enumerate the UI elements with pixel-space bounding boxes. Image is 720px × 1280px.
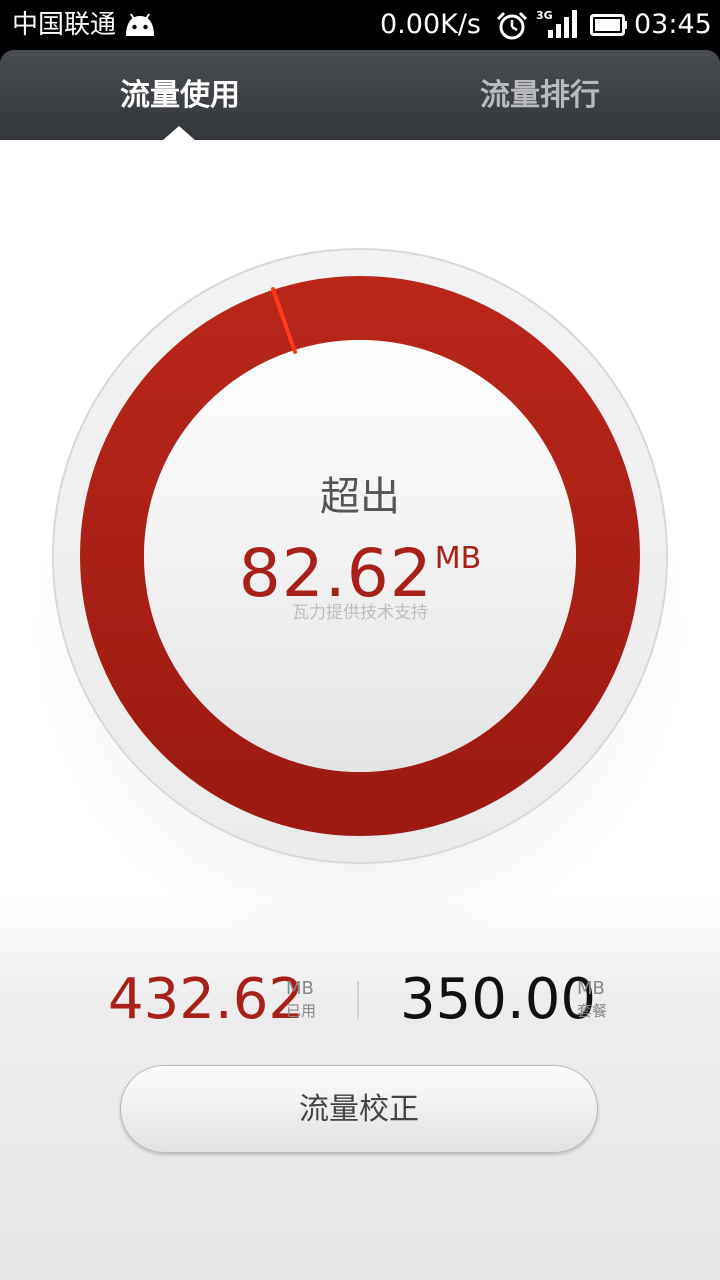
- gauge-readout: 超出 82.62MB 瓦力提供技术支持: [160, 470, 560, 623]
- overage-label: 超出: [320, 474, 400, 520]
- status-bar: 中国联通 0.00K/s 3G 03:45: [0, 0, 720, 50]
- gauge-ring: [80, 276, 640, 836]
- clock: 03:45: [634, 9, 712, 40]
- plan-unit: MB: [577, 978, 605, 999]
- plan-value: 350.00: [400, 967, 596, 1032]
- summary-divider: [357, 981, 359, 1019]
- plan-caption: 套餐: [577, 1002, 608, 1020]
- android-icon: [126, 13, 154, 36]
- tab-bar-background: [0, 50, 720, 140]
- tab-data-usage[interactable]: 流量使用: [120, 78, 240, 113]
- active-tab-indicator: [163, 126, 195, 140]
- used-value: 432.62: [108, 967, 304, 1032]
- calibrate-data-button[interactable]: 流量校正: [120, 1065, 598, 1153]
- used-unit: MB: [286, 978, 314, 999]
- carrier-name: 中国联通: [12, 10, 117, 40]
- usage-summary: 432.62 MB 已用 350.00 MB 套餐: [0, 965, 720, 1035]
- tab-bar: 流量使用 流量排行: [0, 50, 720, 140]
- signal-icon: 3G: [536, 9, 577, 38]
- battery-icon: [590, 14, 627, 36]
- overage-unit: MB: [434, 541, 482, 576]
- used-caption: 已用: [286, 1002, 317, 1020]
- tab-data-ranking[interactable]: 流量排行: [480, 78, 600, 113]
- gauge-needle: [271, 287, 297, 354]
- overage-value: 82.62: [238, 535, 433, 612]
- powered-by-text: 瓦力提供技术支持: [292, 603, 428, 623]
- overage-row: 82.62MB: [160, 524, 560, 609]
- alarm-icon: [496, 11, 528, 40]
- network-speed: 0.00K/s: [380, 9, 481, 40]
- gauge-inner-disc: [144, 340, 576, 772]
- network-type-label: 3G: [536, 9, 553, 22]
